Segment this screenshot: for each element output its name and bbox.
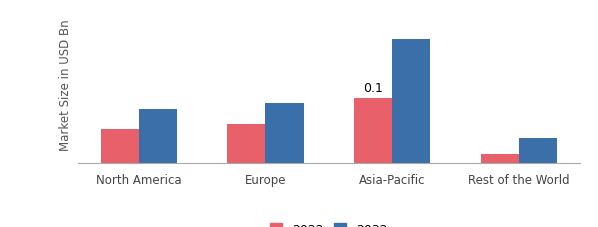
Bar bbox=[481, 154, 519, 163]
Text: 0.1: 0.1 bbox=[364, 82, 383, 95]
Legend: 2022, 2032: 2022, 2032 bbox=[267, 221, 390, 227]
Bar bbox=[519, 139, 557, 163]
Bar bbox=[354, 98, 392, 163]
Bar bbox=[100, 129, 139, 163]
Bar bbox=[266, 104, 304, 163]
Bar bbox=[139, 110, 176, 163]
Bar bbox=[392, 39, 431, 163]
Bar bbox=[227, 124, 266, 163]
Y-axis label: Market Size in USD Bn: Market Size in USD Bn bbox=[59, 20, 72, 151]
